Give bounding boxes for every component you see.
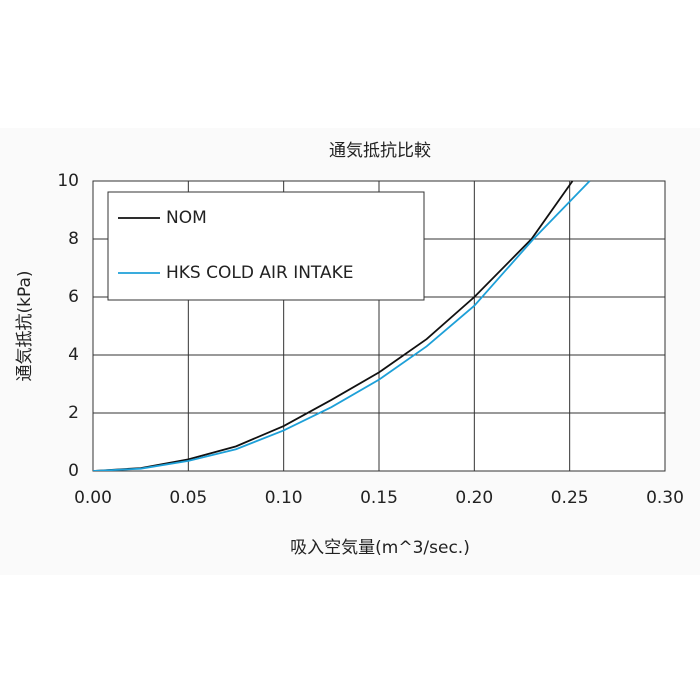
y-tick-label: 2 bbox=[68, 403, 79, 423]
x-tick-label: 0.05 bbox=[169, 488, 207, 508]
legend-label: HKS COLD AIR INTAKE bbox=[166, 263, 354, 283]
chart-title: 通気抵抗比較 bbox=[329, 141, 431, 161]
data-line bbox=[93, 180, 591, 471]
y-tick-label: 6 bbox=[68, 287, 79, 307]
x-tick-label: 0.10 bbox=[265, 488, 303, 508]
legend-label: NOM bbox=[166, 208, 207, 228]
x-tick-label: 0.00 bbox=[74, 488, 112, 508]
x-tick-label: 0.25 bbox=[551, 488, 589, 508]
y-tick-label: 0 bbox=[68, 461, 79, 481]
y-axis-label: 通気抵抗(kPa) bbox=[15, 270, 35, 381]
y-tick-label: 10 bbox=[57, 171, 79, 191]
y-tick-label: 4 bbox=[68, 345, 79, 365]
y-tick-label: 8 bbox=[68, 229, 79, 249]
x-tick-label: 0.20 bbox=[455, 488, 493, 508]
data-line bbox=[93, 180, 574, 471]
x-tick-label: 0.30 bbox=[646, 488, 684, 508]
legend-box bbox=[107, 191, 425, 301]
x-tick-label: 0.15 bbox=[360, 488, 398, 508]
x-axis-label: 吸入空気量(m^3/sec.) bbox=[290, 538, 470, 558]
